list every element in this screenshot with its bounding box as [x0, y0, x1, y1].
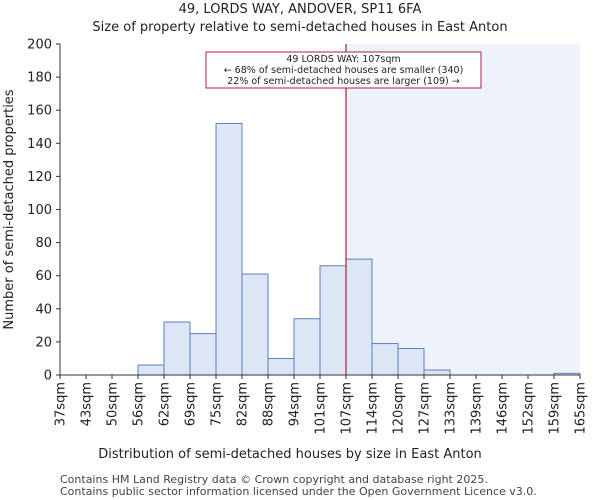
x-tick-label: 50sqm [106, 382, 121, 426]
y-tick-label: 80 [35, 236, 52, 251]
x-axis-label: Distribution of semi-detached houses by … [98, 447, 482, 462]
bar-56sqm [137, 364, 165, 376]
x-tick-label: 101sqm [314, 382, 329, 435]
y-axis-label: Number of semi-detached properties [2, 89, 17, 329]
y-axis: 0 20 40 60 80 100 120 140 160 180 200 [27, 38, 61, 384]
x-tick-label: 120sqm [392, 382, 407, 435]
y-tick-label: 120 [27, 170, 52, 185]
bar-120sqm [397, 348, 425, 376]
x-tick-label: 139sqm [470, 382, 485, 435]
x-tick-label: 69sqm [184, 382, 199, 426]
x-tick-label: 146sqm [496, 382, 511, 435]
bars-group [137, 122, 581, 376]
annotation-box [205, 51, 482, 89]
x-tick-label: 159sqm [548, 382, 563, 435]
bar-69sqm [189, 333, 217, 376]
y-tick-label: 40 [35, 302, 52, 317]
x-tick-label: 133sqm [444, 382, 459, 435]
x-tick-label: 107sqm [340, 382, 355, 435]
x-tick-label: 37sqm [54, 382, 69, 426]
bar-127sqm [423, 369, 451, 376]
footer-line-1: Contains HM Land Registry data © Crown c… [60, 473, 488, 486]
x-tick-label: 82sqm [236, 382, 251, 426]
y-tick-label: 160 [27, 104, 52, 119]
x-tick-label: 88sqm [262, 382, 277, 426]
y-tick-label: 0 [44, 369, 52, 384]
x-tick-label: 152sqm [522, 382, 537, 435]
y-tick-label: 200 [27, 38, 52, 53]
x-tick-label: 43sqm [80, 382, 95, 426]
bar-75sqm [215, 122, 243, 376]
x-tick-label: 56sqm [132, 382, 147, 426]
y-tick-label: 60 [35, 269, 52, 284]
footer-line-2: Contains public sector information licen… [60, 485, 537, 498]
bar-62sqm [163, 321, 191, 376]
y-tick-label: 140 [27, 137, 52, 152]
y-tick-label: 100 [27, 203, 52, 218]
y-tick-label: 180 [27, 71, 52, 86]
bar-88sqm [267, 357, 295, 376]
bar-94sqm [293, 318, 321, 376]
marker-annotation: 49 LORDS WAY: 107sqm ← 68% of semi-detac… [205, 51, 482, 89]
chart-title: 49, LORDS WAY, ANDOVER, SP11 6FA [178, 2, 422, 17]
annotation-line-1: 49 LORDS WAY: 107sqm [286, 54, 400, 65]
annotation-line-2: ← 68% of semi-detached houses are smalle… [224, 65, 464, 76]
x-tick-label: 114sqm [366, 382, 381, 435]
x-tick-label: 62sqm [158, 382, 173, 426]
x-tick-label: 165sqm [574, 382, 589, 435]
x-tick-label: 127sqm [418, 382, 433, 435]
bar-107sqm [345, 258, 373, 376]
x-axis: 37sqm 43sqm 50sqm 56sqm 62sqm 69sqm 75sqm 82sqm… [54, 374, 589, 435]
chart-subtitle: Size of property relative to semi-detach… [92, 20, 508, 35]
larger-region-shading [346, 44, 580, 375]
bar-82sqm [241, 273, 269, 376]
bar-101sqm [319, 265, 347, 376]
x-tick-label: 75sqm [210, 382, 225, 426]
bar-114sqm [371, 343, 399, 376]
annotation-line-3: 22% of semi-detached houses are larger (… [227, 76, 460, 87]
x-tick-label: 94sqm [288, 382, 303, 426]
y-tick-label: 20 [35, 335, 52, 350]
